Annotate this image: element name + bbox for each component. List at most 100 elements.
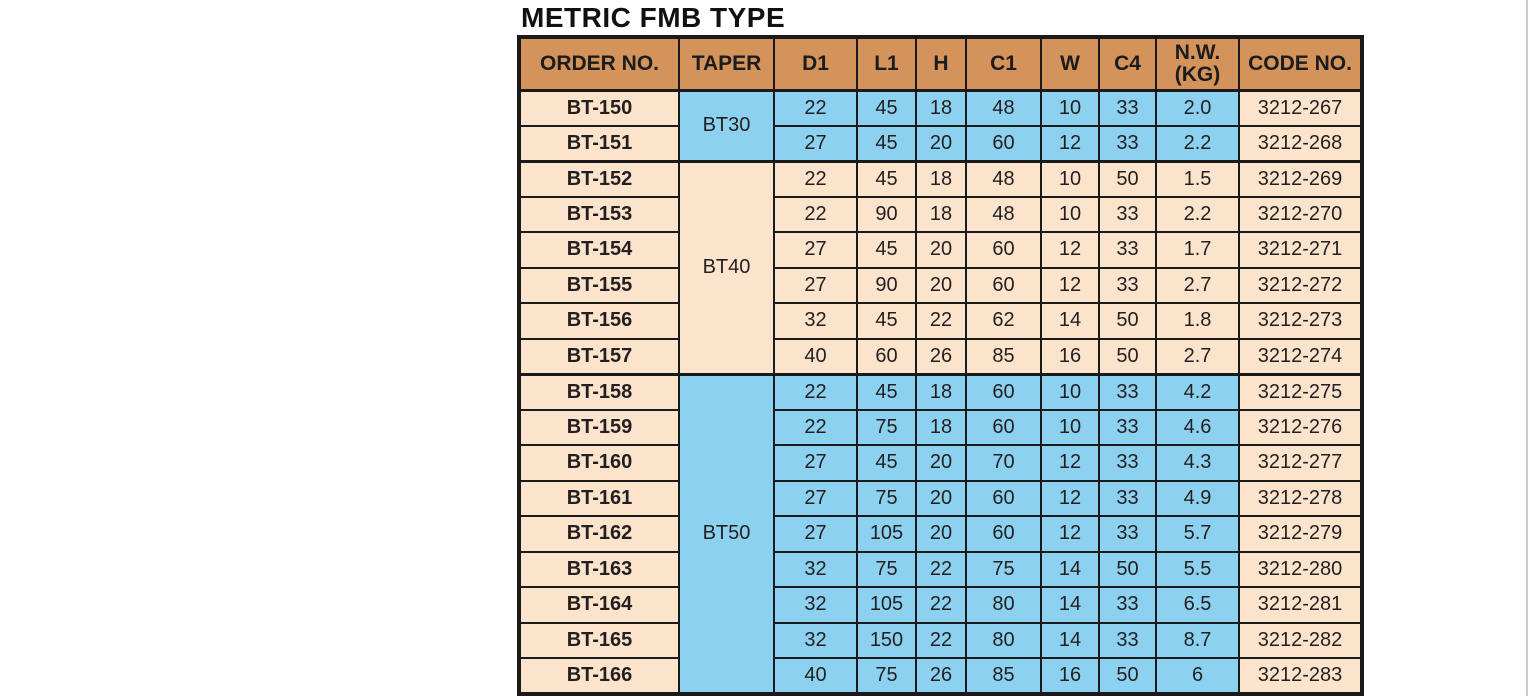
- value-cell-l1: 45: [856, 124, 917, 162]
- table-row-bt-166: BT-166 40 75 26 85 16 50 6 3212-283: [518, 657, 1363, 695]
- value-cell-c4: 33: [1098, 124, 1157, 162]
- value-cell-n-w-kg: 1.8: [1155, 302, 1240, 340]
- value-cell-l1: 150: [856, 621, 917, 659]
- value-cell-n-w-kg: 2.0: [1155, 88, 1240, 127]
- value-cell-c4: 50: [1098, 337, 1157, 375]
- order-no-cell: BT-150: [518, 88, 680, 127]
- table-row-bt-160: BT-160 27 45 20 70 12 33 4.3 3212-277: [518, 444, 1363, 482]
- table-row-bt-153: BT-153 22 90 18 48 10 33 2.2 3212-270: [518, 195, 1363, 233]
- header-row: ORDER NO. TAPER D1 L1 H C1 W C4 N.W. (KG) CODE NO…: [518, 36, 1363, 91]
- code-no-cell: 3212-280: [1238, 550, 1363, 588]
- taper-cell: BT30: [678, 88, 775, 162]
- value-cell-w: 12: [1040, 124, 1100, 162]
- value-cell-l1: 60: [856, 337, 917, 375]
- value-cell-l1: 45: [856, 302, 917, 340]
- value-cell-h: 20: [915, 266, 967, 304]
- value-cell-h: 26: [915, 337, 967, 375]
- code-no-cell: 3212-274: [1238, 337, 1363, 375]
- value-cell-d1: 40: [773, 657, 858, 695]
- order-no-cell: BT-157: [518, 337, 680, 375]
- table-row-bt-156: BT-156 32 45 22 62 14 50 1.8 3212-273: [518, 302, 1363, 340]
- value-cell-w: 12: [1040, 515, 1100, 553]
- value-cell-w: 16: [1040, 657, 1100, 695]
- value-cell-c1: 60: [965, 408, 1042, 446]
- value-cell-d1: 27: [773, 444, 858, 482]
- col-header-c4: C4: [1098, 36, 1157, 91]
- value-cell-d1: 22: [773, 159, 858, 198]
- code-no-cell: 3212-267: [1238, 88, 1363, 127]
- value-cell-n-w-kg: 5.7: [1155, 515, 1240, 553]
- value-cell-w: 12: [1040, 479, 1100, 517]
- taper-cell: BT50: [678, 372, 775, 695]
- value-cell-w: 14: [1040, 550, 1100, 588]
- col-header-c1: C1: [965, 36, 1042, 91]
- value-cell-n-w-kg: 4.2: [1155, 372, 1240, 411]
- value-cell-d1: 32: [773, 621, 858, 659]
- order-no-cell: BT-161: [518, 479, 680, 517]
- code-no-cell: 3212-275: [1238, 372, 1363, 411]
- value-cell-h: 18: [915, 408, 967, 446]
- value-cell-d1: 22: [773, 88, 858, 127]
- order-no-cell: BT-160: [518, 444, 680, 482]
- value-cell-d1: 22: [773, 372, 858, 411]
- value-cell-n-w-kg: 4.9: [1155, 479, 1240, 517]
- value-cell-w: 10: [1040, 195, 1100, 233]
- table-row-bt-159: BT-159 22 75 18 60 10 33 4.6 3212-276: [518, 408, 1363, 446]
- value-cell-c1: 48: [965, 88, 1042, 127]
- value-cell-d1: 40: [773, 337, 858, 375]
- order-no-cell: BT-158: [518, 372, 680, 411]
- value-cell-c4: 33: [1098, 266, 1157, 304]
- value-cell-l1: 90: [856, 266, 917, 304]
- value-cell-n-w-kg: 2.7: [1155, 337, 1240, 375]
- order-no-cell: BT-163: [518, 550, 680, 588]
- value-cell-c4: 33: [1098, 444, 1157, 482]
- table-row-bt-158: BT-158 BT50 22 45 18 60 10 33 4.2 3212-275: [518, 372, 1363, 695]
- value-cell-h: 20: [915, 444, 967, 482]
- value-cell-h: 20: [915, 515, 967, 553]
- code-no-cell: 3212-276: [1238, 408, 1363, 446]
- value-cell-c4: 33: [1098, 231, 1157, 269]
- value-cell-w: 10: [1040, 372, 1100, 411]
- order-no-cell: BT-162: [518, 515, 680, 553]
- value-cell-d1: 22: [773, 408, 858, 446]
- code-no-cell: 3212-273: [1238, 302, 1363, 340]
- value-cell-l1: 45: [856, 372, 917, 411]
- value-cell-c4: 33: [1098, 515, 1157, 553]
- value-cell-n-w-kg: 2.2: [1155, 124, 1240, 162]
- value-cell-c1: 60: [965, 124, 1042, 162]
- order-no-cell: BT-166: [518, 657, 680, 695]
- table-row-bt-154: BT-154 27 45 20 60 12 33 1.7 3212-271: [518, 231, 1363, 269]
- value-cell-d1: 27: [773, 231, 858, 269]
- value-cell-n-w-kg: 5.5: [1155, 550, 1240, 588]
- col-header-order-no: ORDER NO.: [518, 36, 680, 91]
- col-header-code-no: CODE NO.: [1238, 36, 1363, 91]
- value-cell-l1: 75: [856, 550, 917, 588]
- value-cell-l1: 45: [856, 159, 917, 198]
- value-cell-n-w-kg: 6.5: [1155, 586, 1240, 624]
- value-cell-w: 16: [1040, 337, 1100, 375]
- value-cell-w: 12: [1040, 231, 1100, 269]
- order-no-cell: BT-159: [518, 408, 680, 446]
- value-cell-c4: 33: [1098, 408, 1157, 446]
- value-cell-n-w-kg: 4.3: [1155, 444, 1240, 482]
- value-cell-w: 12: [1040, 266, 1100, 304]
- value-cell-l1: 45: [856, 88, 917, 127]
- value-cell-n-w-kg: 4.6: [1155, 408, 1240, 446]
- value-cell-h: 18: [915, 88, 967, 127]
- col-header-w: W: [1040, 36, 1100, 91]
- value-cell-c1: 62: [965, 302, 1042, 340]
- value-cell-l1: 75: [856, 479, 917, 517]
- value-cell-n-w-kg: 1.5: [1155, 159, 1240, 198]
- table-header: ORDER NO. TAPER D1 L1 H C1 W C4 N.W. (KG) CODE NO…: [518, 36, 1363, 91]
- value-cell-c4: 33: [1098, 88, 1157, 127]
- code-no-cell: 3212-282: [1238, 621, 1363, 659]
- value-cell-d1: 32: [773, 586, 858, 624]
- value-cell-l1: 105: [856, 586, 917, 624]
- table-row-bt-152: BT-152 BT40 22 45 18 48 10 50 1.5 3212-269: [518, 159, 1363, 375]
- value-cell-w: 10: [1040, 88, 1100, 127]
- value-cell-l1: 105: [856, 515, 917, 553]
- value-cell-n-w-kg: 6: [1155, 657, 1240, 695]
- value-cell-l1: 75: [856, 408, 917, 446]
- table-row-bt-165: BT-165 32 150 22 80 14 33 8.7 3212-282: [518, 621, 1363, 659]
- value-cell-c4: 33: [1098, 479, 1157, 517]
